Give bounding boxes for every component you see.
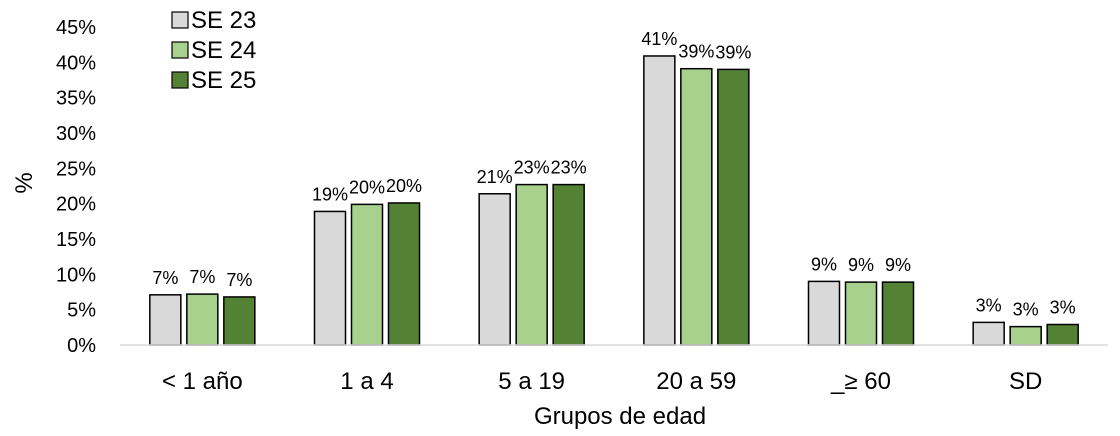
data-label: 39%: [678, 42, 714, 62]
legend-label: SE 25: [191, 67, 256, 94]
bar: [1009, 325, 1042, 346]
bar: [478, 193, 511, 346]
bar: [1046, 323, 1079, 346]
x-axis-categories: < 1 año 1 a 4 5 a 19 20 a 59 _≥ 60 SD: [162, 368, 1042, 395]
bar: [807, 280, 841, 346]
bar: [387, 202, 421, 346]
bar: [223, 296, 256, 346]
data-label: 7%: [226, 270, 252, 290]
bar: [552, 183, 585, 346]
y-tick-label: 40%: [56, 52, 96, 74]
bar: [844, 281, 878, 346]
x-category-label: SD: [1009, 368, 1042, 395]
data-label: 39%: [715, 42, 751, 62]
bar-series: [149, 55, 1079, 346]
x-category-label: 20 a 59: [656, 368, 736, 395]
x-category-label: 5 a 19: [498, 368, 565, 395]
data-label: 21%: [477, 167, 513, 187]
legend-swatch: [171, 41, 189, 59]
x-category-label: _≥ 60: [830, 368, 891, 395]
legend: SE 23 SE 24 SE 25: [171, 7, 256, 94]
data-label: 19%: [312, 184, 348, 204]
data-label: 9%: [885, 255, 911, 275]
legend-label: SE 23: [191, 7, 256, 34]
data-label: 23%: [551, 158, 587, 178]
y-tick-label: 0%: [67, 335, 96, 357]
bar: [515, 183, 548, 346]
y-tick-label: 30%: [56, 123, 96, 145]
data-label: 7%: [152, 268, 178, 288]
y-tick-label: 25%: [56, 158, 96, 180]
data-labels: 7% 7% 7%19% 20% 20% 21% 23% 23%41%39% 39%9% 9% 9%3…: [152, 29, 1075, 320]
data-label: 41%: [641, 29, 677, 49]
x-category-label: < 1 año: [162, 368, 243, 395]
bar: [149, 294, 182, 346]
data-label: 3%: [1050, 298, 1076, 318]
data-label: 20%: [349, 177, 385, 197]
data-label: 23%: [514, 158, 550, 178]
data-label: 9%: [848, 255, 874, 275]
bar: [350, 203, 384, 346]
y-tick-label: 20%: [56, 194, 96, 216]
data-label: 3%: [976, 295, 1002, 315]
bar: [972, 321, 1005, 346]
y-tick-label: 15%: [56, 229, 96, 251]
data-label: 3%: [1013, 300, 1039, 320]
bar: [881, 281, 915, 346]
data-label: 20%: [386, 176, 422, 196]
y-tick-label: 35%: [56, 88, 96, 110]
data-label: 7%: [189, 267, 215, 287]
y-axis-ticks: 0% 5% 10% 15% 20% 25% 30% 35% 40% 45%: [56, 17, 96, 357]
bar: [186, 293, 219, 346]
y-tick-label: 45%: [56, 17, 96, 39]
bar: [643, 55, 676, 346]
bar: [313, 210, 347, 346]
bar: [680, 67, 713, 346]
bar: [717, 68, 750, 346]
x-axis-title: Grupos de edad: [534, 403, 706, 430]
y-axis-title: %: [11, 172, 38, 193]
legend-label: SE 24: [191, 37, 256, 64]
y-tick-label: 10%: [56, 264, 96, 286]
legend-swatch: [171, 11, 189, 29]
y-tick-label: 5%: [67, 300, 96, 322]
legend-swatch: [171, 71, 189, 89]
data-label: 9%: [811, 254, 837, 274]
x-category-label: 1 a 4: [340, 368, 393, 395]
